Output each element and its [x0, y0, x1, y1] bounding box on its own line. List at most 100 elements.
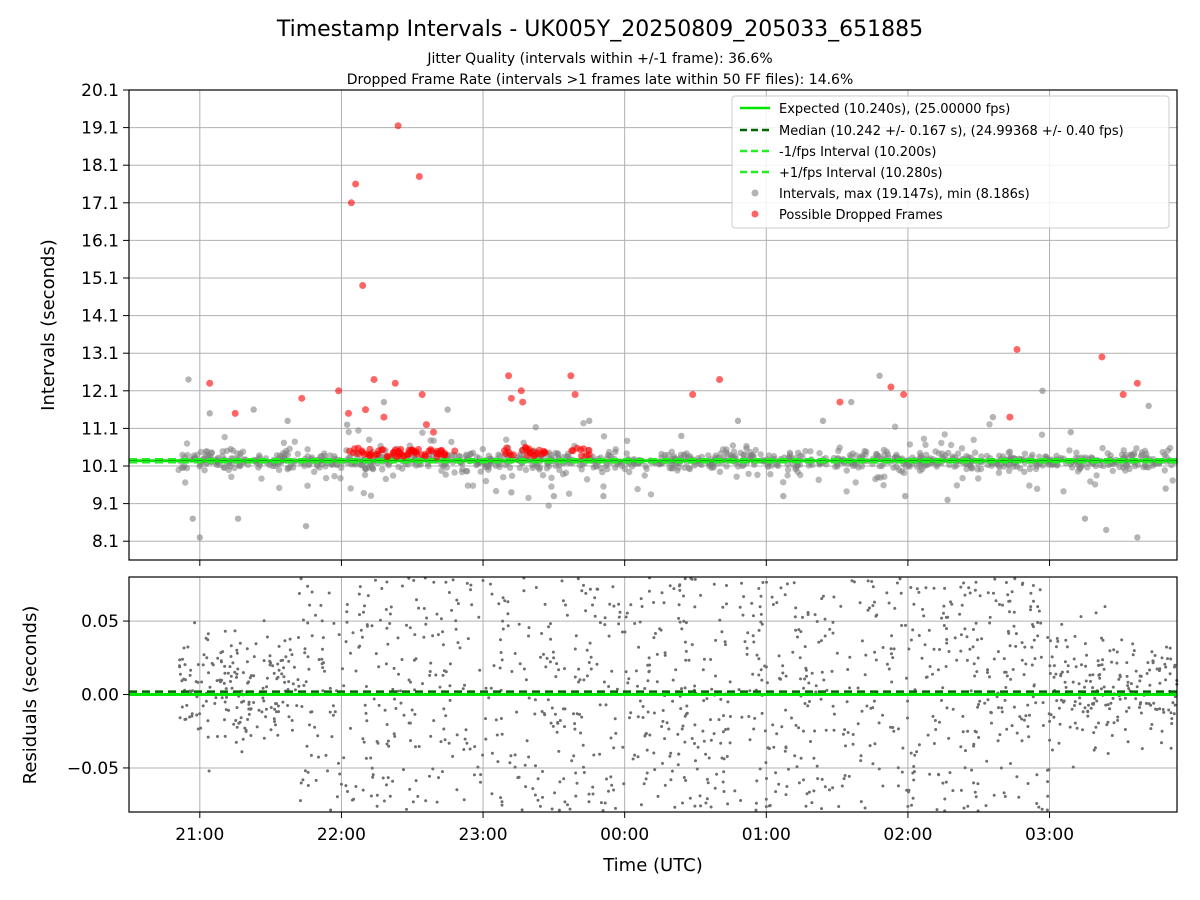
- residual-point: [396, 636, 400, 640]
- residual-point: [911, 771, 915, 775]
- residual-point: [349, 651, 352, 655]
- residual-point: [724, 643, 727, 647]
- residual-point: [500, 732, 504, 736]
- residual-point: [1093, 746, 1097, 750]
- x-axis-label: Time (UTC): [602, 855, 703, 876]
- residual-point: [262, 619, 266, 623]
- residual-point: [580, 715, 584, 719]
- bottom-y-tick-label: 0.00: [81, 686, 119, 706]
- residual-point: [181, 657, 184, 661]
- interval-point: [685, 465, 693, 472]
- bottom-panel: 0.050.00−0.05 21:00 22:00 23:00 00:00 01:00 0…: [20, 576, 1179, 876]
- residual-point: [245, 660, 249, 664]
- residual-point: [647, 656, 651, 660]
- residual-point: [188, 715, 192, 719]
- residual-point: [220, 696, 224, 700]
- residual-point: [869, 706, 873, 710]
- residual-point: [641, 716, 645, 719]
- residual-point: [580, 589, 584, 593]
- residual-point: [912, 765, 916, 768]
- residual-point: [1071, 765, 1075, 769]
- residual-point: [211, 663, 215, 667]
- residual-point: [702, 739, 706, 743]
- dropped-frame-point: [505, 372, 513, 380]
- residual-point: [760, 711, 764, 715]
- residual-point: [257, 708, 261, 712]
- residual-point: [974, 795, 978, 799]
- residual-point: [639, 803, 643, 807]
- residual-point: [871, 762, 875, 766]
- residual-point: [959, 649, 963, 653]
- residual-point: [803, 702, 807, 705]
- residual-point: [1022, 718, 1026, 722]
- residual-point: [977, 736, 981, 739]
- residual-point: [832, 728, 836, 732]
- residual-point: [455, 598, 459, 602]
- residual-point: [538, 804, 542, 808]
- residual-point: [983, 701, 987, 705]
- residual-point: [234, 719, 238, 722]
- residual-point: [1035, 773, 1039, 777]
- interval-point: [941, 431, 948, 438]
- residual-point: [223, 718, 226, 722]
- dropped-frame-point: [429, 428, 437, 436]
- residual-point: [1083, 685, 1086, 689]
- interval-point: [175, 466, 182, 473]
- residual-point: [499, 638, 502, 642]
- residual-point: [1031, 695, 1035, 699]
- residual-point: [740, 715, 744, 719]
- residual-point: [906, 804, 910, 808]
- residual-point: [540, 710, 544, 713]
- residual-point: [304, 680, 308, 684]
- interval-point: [228, 473, 235, 480]
- interval-point: [986, 421, 993, 428]
- residual-point: [392, 666, 396, 670]
- residual-point: [273, 707, 277, 711]
- interval-point: [556, 466, 563, 474]
- residual-point: [196, 727, 200, 731]
- residual-point: [669, 778, 673, 782]
- residual-point: [852, 580, 856, 584]
- residual-point: [224, 708, 228, 712]
- dropped-frame-point: [355, 450, 363, 458]
- residual-point: [832, 712, 836, 716]
- residual-point: [314, 778, 318, 782]
- residual-point: [1012, 610, 1016, 614]
- residual-point: [636, 715, 640, 719]
- x-tick-label: 02:00: [883, 825, 932, 845]
- residual-point: [683, 740, 687, 744]
- residual-point: [872, 699, 876, 703]
- residual-point: [576, 577, 580, 581]
- residual-point: [934, 728, 938, 731]
- residual-point: [842, 777, 846, 781]
- residual-point: [337, 633, 341, 637]
- residual-point: [1020, 583, 1024, 586]
- residual-point: [621, 745, 625, 749]
- residual-point: [387, 744, 391, 748]
- residual-point: [940, 616, 944, 620]
- residual-point: [864, 653, 868, 657]
- residual-point: [684, 658, 688, 662]
- residual-point: [917, 634, 921, 637]
- residual-point: [932, 742, 936, 745]
- residual-point: [414, 779, 418, 783]
- residual-point: [765, 777, 768, 780]
- residual-point: [720, 756, 724, 760]
- interval-point: [448, 438, 455, 446]
- residual-point: [683, 577, 687, 581]
- interval-point: [678, 432, 685, 440]
- interval-point: [989, 413, 997, 421]
- residual-point: [265, 685, 269, 689]
- top-panel: 20.119.118.117.116.115.114.113.112.111.1…: [38, 81, 1179, 566]
- residual-point: [440, 770, 444, 774]
- residual-point: [706, 781, 710, 785]
- residual-point: [875, 613, 879, 617]
- residual-point: [268, 663, 272, 667]
- residual-point: [614, 731, 618, 735]
- residual-point: [795, 765, 799, 769]
- residual-point: [835, 651, 839, 655]
- residual-point: [1139, 711, 1143, 715]
- residual-point: [469, 583, 473, 587]
- dropped-frame-point: [522, 444, 530, 452]
- residual-point: [370, 766, 374, 770]
